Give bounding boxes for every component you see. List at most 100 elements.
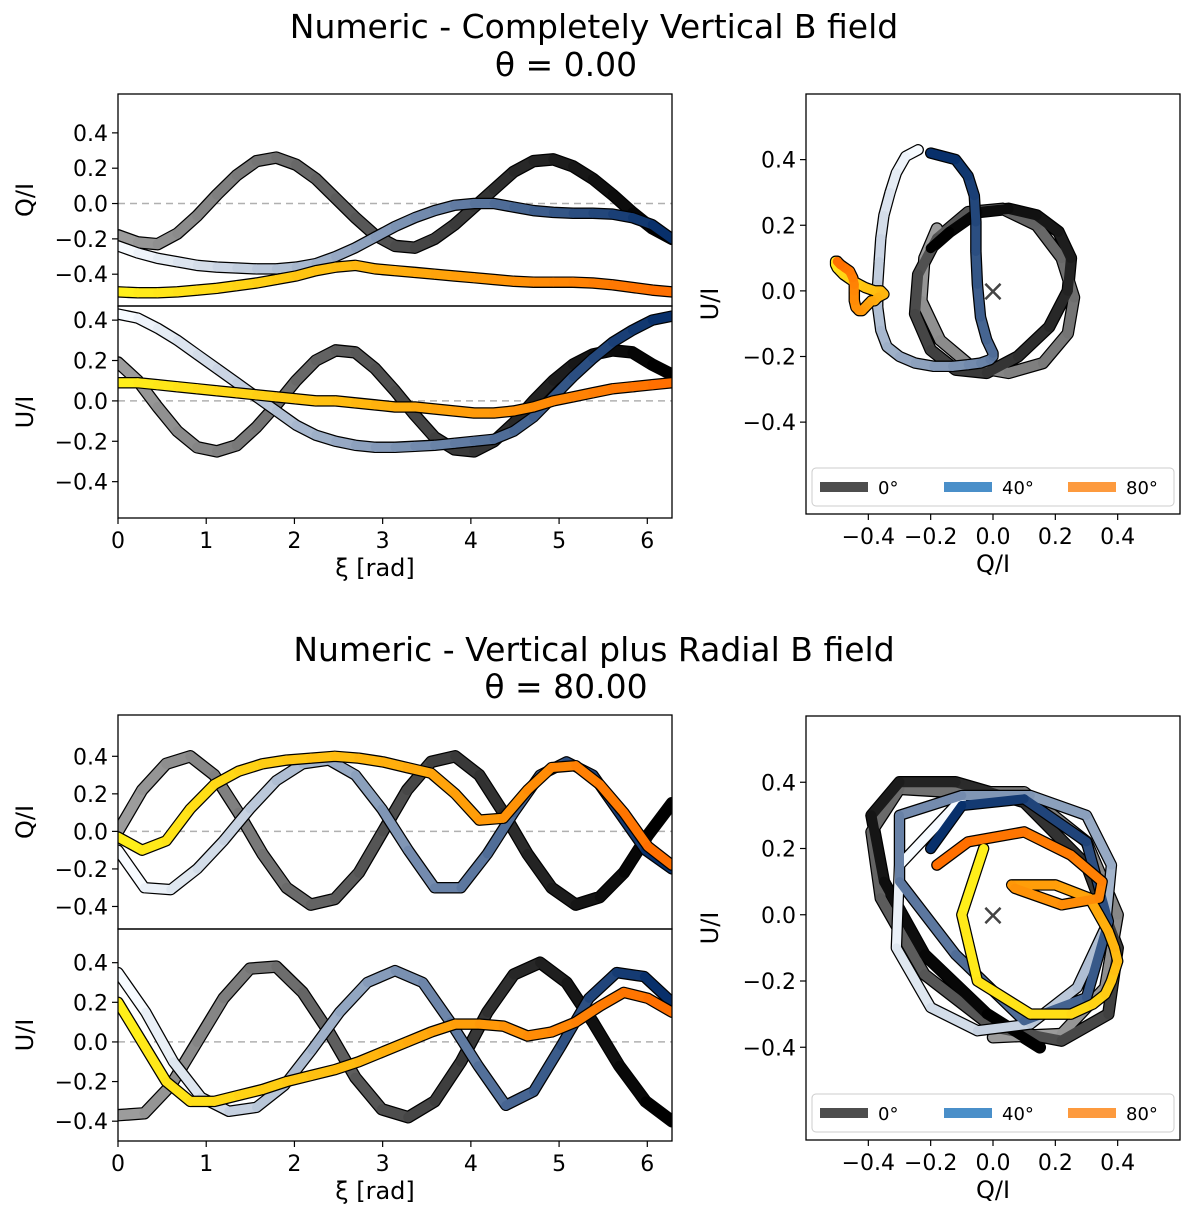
fig2-q-blues-line-segment [377, 804, 413, 855]
fig2-q-oranges-line-segment [522, 763, 557, 795]
fig1-polar-grayscale-loop-segment [1037, 328, 1073, 369]
fig2-legend-box [811, 1093, 1175, 1133]
fig1-polar-xtick-label: −0.4 [842, 525, 895, 550]
fig2-polar-ytick-label: 0.0 [761, 904, 796, 929]
fig2-u-blues-line-segment [362, 966, 400, 987]
fig2-u-blues-line-segment [118, 968, 151, 1017]
fig2-u-series [118, 956, 672, 1128]
fig2-q-grayscale-line-segment [642, 798, 672, 841]
fig2-u-xtick-label: 4 [464, 1152, 478, 1177]
fig1-q-ytick-label: −0.2 [55, 228, 108, 253]
fig2-u-grayscale-line-segment [165, 1036, 203, 1091]
fig2-u-xtick-label: 3 [376, 1152, 390, 1177]
fig2-q-blues-line-segment [192, 836, 229, 874]
fig2-u-xtick-label: 6 [640, 1152, 654, 1177]
fig2-u-blues-line-segment [584, 968, 622, 1003]
fig2-q-oranges-line-segment [643, 841, 672, 870]
fig2-q-oranges-line-segment [498, 785, 532, 823]
fig2-polar-xtick-label: −0.2 [904, 1151, 957, 1176]
fig2-u-oranges-line-segment [161, 1077, 195, 1106]
fig2-polar-blues-loop-segment [1019, 794, 1091, 847]
fig1-polar-blues-loop-segment [926, 148, 961, 165]
fig1-polar-grayscale-loop-segment [910, 308, 936, 355]
fig2-legend-label: 80° [1126, 1104, 1158, 1125]
fig2-q-grayscale-line-segment [474, 770, 509, 818]
fig2-u-blues-line-segment [501, 1086, 538, 1110]
fig1-legend-label: 0° [878, 478, 898, 499]
fig1-u-xtick-label: 0 [111, 529, 125, 554]
fig1-q-oranges-line-segment [647, 285, 672, 297]
fig2-q-blues-line-segment [324, 755, 360, 780]
fig1-u-ylabel: U/I [11, 396, 39, 429]
fig2-polar-oranges-loop-segment [972, 976, 1035, 1019]
fig1-legend-label: 80° [1126, 478, 1158, 499]
fig1-u-xtick-label: 4 [464, 529, 478, 554]
fig2-polar-oranges-loop-segment [932, 837, 973, 870]
fig2-u-oranges-line-segment [595, 987, 629, 1011]
fig2-polar-blues-loop-segment [926, 1003, 982, 1036]
fig2-u-blues-line-segment [224, 1102, 261, 1116]
fig2-q-grayscale-line-segment [329, 867, 364, 904]
fig2-polar-oranges-loop-segment [1057, 893, 1104, 910]
fig2-polar-grayscale-loop-segment [894, 783, 961, 798]
fig2-u-ytick-label: 0.0 [73, 1031, 108, 1056]
fig2-u-oranges-line-segment [571, 1001, 605, 1027]
fig2-legend-label: 0° [878, 1104, 898, 1125]
fig2-u-xlabel: ξ [rad] [335, 1177, 415, 1205]
fig1-polar-xtick-label: 0.4 [1100, 525, 1135, 550]
fig2-q-oranges-line-segment [450, 789, 484, 825]
fig1-polar-ytick-label: −0.4 [743, 411, 796, 436]
fig2-polar-blues-loop-segment [957, 794, 1029, 810]
fig1-polar-grayscale-loop-segment [925, 226, 955, 254]
fig2-u-grayscale-line-segment [271, 961, 308, 998]
fig2-polar-grayscale-loop-segment [878, 876, 930, 960]
fig2-polar-oranges-loop-segment [1066, 850, 1107, 887]
fig2-q-oranges-line-segment [619, 808, 653, 851]
fig2-u-ytick-label: −0.4 [55, 1110, 108, 1135]
fig2-polar-ytick-label: 0.2 [761, 838, 796, 863]
fig2-q-oranges-line-segment [426, 768, 460, 799]
fig2-u-blues-line-segment [639, 972, 672, 1007]
fig2-q-grayscale-line-segment [594, 867, 629, 903]
figure-1-title: Numeric - Completely Vertical B field [290, 7, 898, 46]
fig1-u-oranges-line-segment [647, 378, 672, 390]
fig2-u-blues-line-segment [335, 977, 372, 1017]
fig1-polar-grayscale-loop-segment [1062, 253, 1076, 296]
fig2-polar-xtick-label: 0.2 [1038, 1151, 1073, 1176]
fig1-u-panel: −0.4 −0.2 0.0 0.2 0.4 U/I 0 1 2 3 4 5 6 ξ [rad] [11, 305, 673, 582]
fig2-u-grayscale-line-segment [350, 1072, 387, 1115]
fig1-polar-ytick-label: −0.2 [743, 346, 796, 371]
fig1-legend-label: 40° [1002, 478, 1034, 499]
fig2-q-grayscale-line-segment [118, 785, 148, 837]
fig2-legend-label: 40° [1002, 1104, 1034, 1125]
fig2-polar-oranges-loop-segment [1050, 880, 1095, 903]
fig2-polar-blues-loop-segment [895, 877, 961, 959]
fig2-q-grayscale-line-segment [137, 758, 172, 796]
fig1-polar-xtick-label: 0.0 [976, 525, 1011, 550]
fig1-legend-box [811, 467, 1175, 507]
fig2-q-panel: −0.4 −0.2 0.0 0.2 0.4 Q/I [11, 714, 673, 930]
fig2-u-ytick-label: 0.4 [73, 952, 108, 977]
fig2-polar-grayscale-loop-segment [1056, 1009, 1114, 1046]
fig2-q-blues-line-segment [166, 864, 202, 895]
fig2-polar-ytick-label: −0.2 [743, 970, 796, 995]
fig2-u-grayscale-line-segment [535, 957, 572, 988]
fig2-q-oranges-line-segment [571, 761, 605, 789]
fig2-u-blues-line-segment [612, 968, 649, 982]
fig1-polar: × −0.4 −0.2 0.0 0.2 0.4 −0.4 −0.2 0.0 0.2 0.4 Q/I U/… [696, 93, 1181, 578]
fig1-q-ytick-label: 0.0 [73, 193, 108, 218]
fig2-u-blues-line-segment [390, 966, 428, 987]
fig2-polar-xtick-label: −0.4 [842, 1151, 895, 1176]
fig2-polar-oranges-loop-segment [1010, 883, 1067, 910]
fig1-u-ytick-label: −0.2 [55, 430, 108, 455]
fig2-q-ytick-label: 0.0 [73, 820, 108, 845]
fig2-u-oranges-line-segment [643, 993, 672, 1017]
fig1-polar-ytick-label: 0.2 [761, 214, 796, 239]
fig2-polar: × −0.4 −0.2 0.0 0.2 0.4 −0.4 −0.2 0.0 0.2 0.4 Q/I U/… [696, 715, 1181, 1204]
fig2-u-ytick-label: −0.2 [55, 1071, 108, 1096]
fig1-polar-xtick-label: −0.2 [904, 525, 957, 550]
fig2-u-grayscale-line-segment [587, 1017, 625, 1071]
fig1-polar-blues-loop-segment [972, 279, 986, 322]
fig2-q-series [118, 750, 672, 911]
fig1-q-ylabel: Q/I [11, 183, 39, 217]
